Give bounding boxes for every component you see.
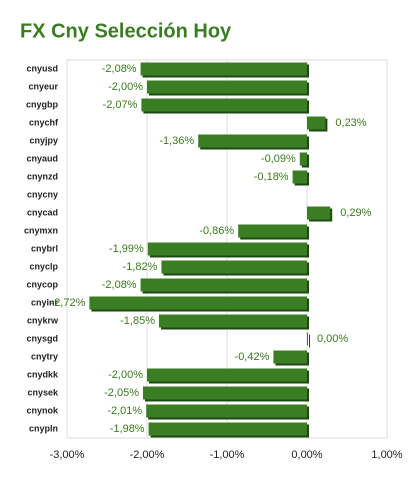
value-label: -1,36% <box>159 135 194 147</box>
category-label: cnyaud <box>26 153 58 163</box>
category-label: cnycad <box>27 207 58 217</box>
bar <box>140 278 307 292</box>
value-label: -1,98% <box>110 423 145 435</box>
bar <box>307 206 331 220</box>
value-label: -2,05% <box>104 387 139 399</box>
bar <box>143 386 307 400</box>
category-label: cnybrl <box>31 243 58 253</box>
bar <box>159 314 307 328</box>
bar <box>140 62 307 76</box>
bar <box>273 350 307 364</box>
x-tick-label: 0,00% <box>291 449 322 461</box>
value-label: -2,08% <box>102 279 137 291</box>
category-label: cnyusd <box>26 63 58 73</box>
bar <box>198 134 307 148</box>
bar <box>146 404 307 418</box>
bar <box>89 296 308 310</box>
category-label: cnysgd <box>26 333 58 343</box>
category-label: cnymxn <box>24 225 58 235</box>
x-tick-label: -2,00% <box>130 449 165 461</box>
value-label: -0,09% <box>261 153 296 165</box>
x-tick-label: -1,00% <box>210 449 245 461</box>
category-label: cnyclp <box>29 261 58 271</box>
category-label: cnygbp <box>26 99 59 109</box>
chart-title: FX Cny Selección Hoy <box>20 20 232 42</box>
value-label: -0,42% <box>235 351 270 363</box>
category-label: cnynok <box>26 405 59 415</box>
bar <box>238 224 307 238</box>
value-label: -2,01% <box>107 405 142 417</box>
category-label: cnynzd <box>27 171 58 181</box>
category-label: cnysek <box>27 387 59 397</box>
category-label: cnytry <box>31 351 58 361</box>
value-label: -1,82% <box>123 261 158 273</box>
bar <box>307 116 326 130</box>
bar <box>299 152 307 166</box>
category-label: cnydkk <box>27 369 59 379</box>
value-label: -1,99% <box>109 243 144 255</box>
bar <box>147 80 307 94</box>
value-label: -2,00% <box>108 81 143 93</box>
value-label: -1,85% <box>120 315 155 327</box>
category-label: cnycop <box>26 279 58 289</box>
bar <box>292 170 307 184</box>
bar <box>147 242 307 256</box>
value-label: 0,29% <box>340 207 371 219</box>
value-label: -2,72% <box>51 297 86 309</box>
category-label: cnyinr <box>31 297 59 307</box>
category-label: cnyjpy <box>29 135 58 145</box>
bar <box>307 332 308 346</box>
value-label: -0,18% <box>254 171 289 183</box>
category-label: cnykrw <box>27 315 59 325</box>
bar <box>147 368 307 382</box>
value-label: -2,07% <box>103 99 138 111</box>
category-label: cnychf <box>29 117 59 127</box>
bar <box>141 98 307 112</box>
value-label: 0,00% <box>317 333 348 345</box>
value-label: -0,86% <box>199 225 234 237</box>
value-label: -2,00% <box>108 369 143 381</box>
bar <box>161 260 307 274</box>
bar <box>148 422 307 436</box>
value-label: 0,23% <box>335 117 366 129</box>
x-tick-label: -3,00% <box>50 449 85 461</box>
category-label: cnycny <box>27 189 58 199</box>
category-label: cnypln <box>29 423 58 433</box>
x-tick-label: 1,00% <box>371 449 402 461</box>
category-label: cnyeur <box>28 81 58 91</box>
value-label: -2,08% <box>102 63 137 75</box>
